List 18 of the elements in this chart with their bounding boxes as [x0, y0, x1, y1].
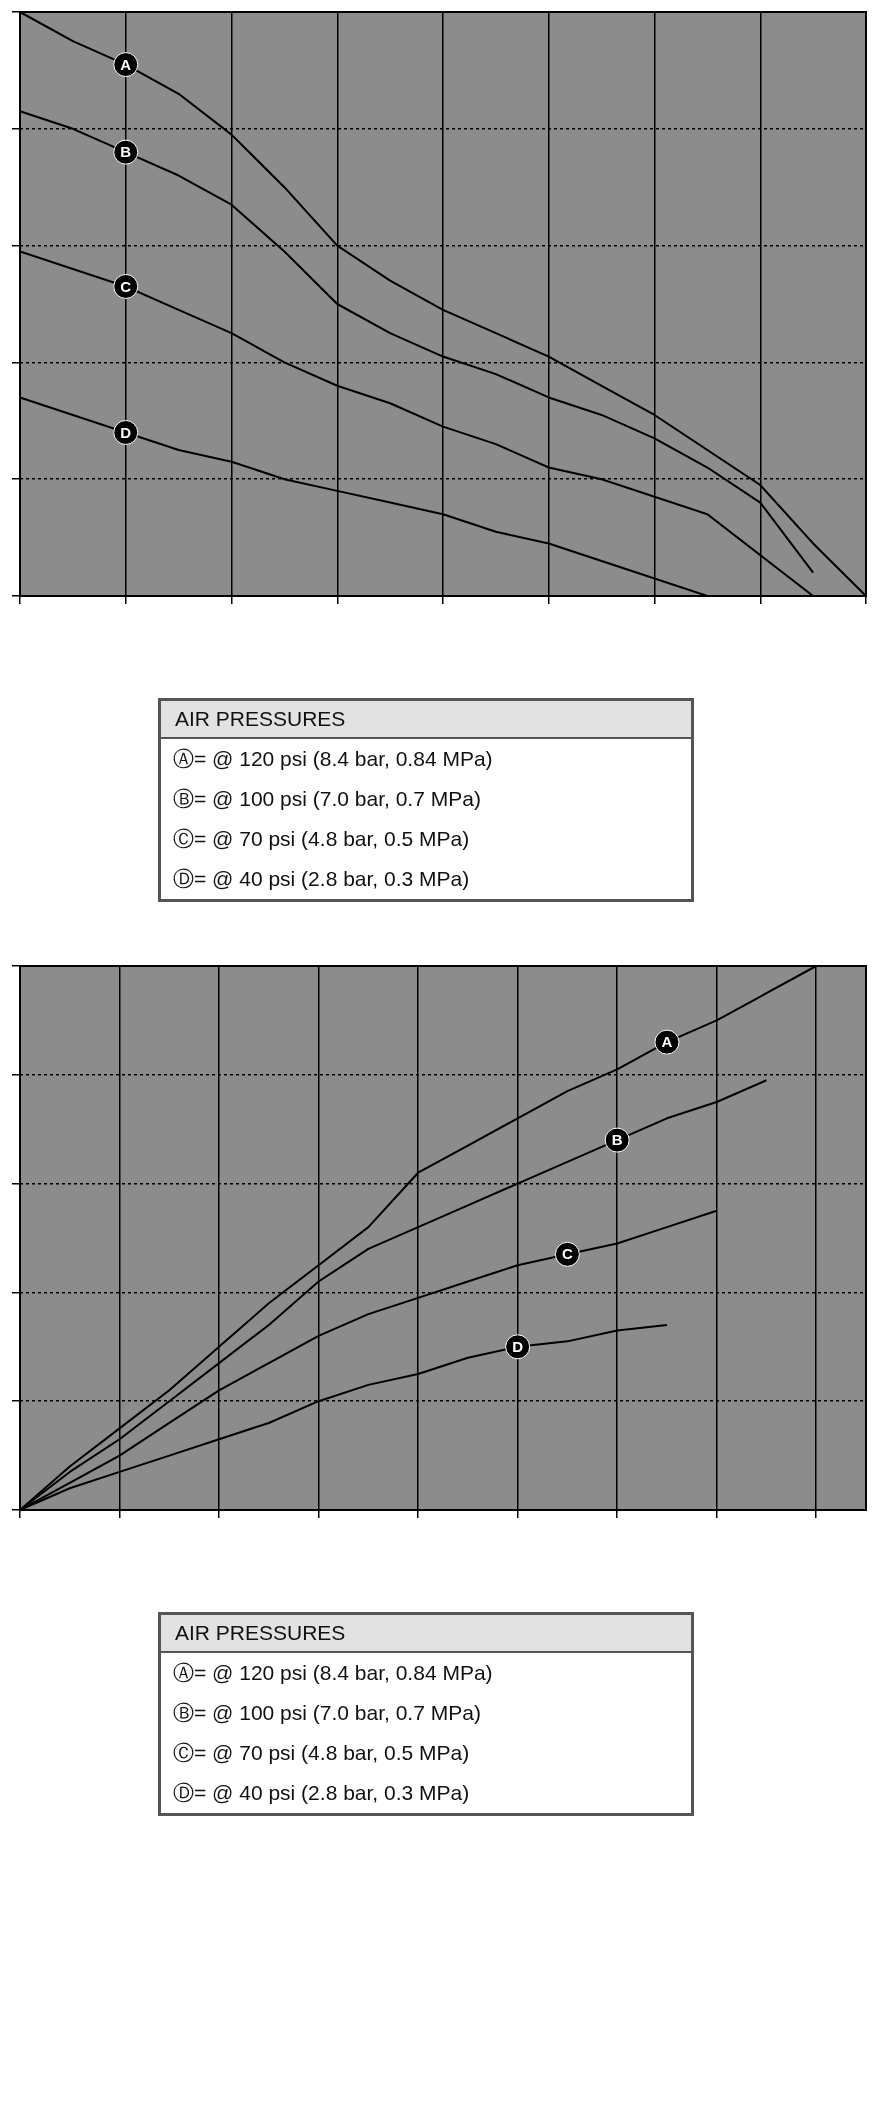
- legend-title: AIR PRESSURES: [161, 701, 691, 739]
- series-label: C: [120, 277, 132, 295]
- series-label: C: [561, 1245, 573, 1263]
- series-label: B: [611, 1131, 623, 1149]
- text: Ⓒ= @ 70 psi (4.8 bar, 0.5 MPa): [172, 1740, 471, 1766]
- text: Ⓓ= @ 40 psi (2.8 bar, 0.3 MPa): [172, 1780, 471, 1806]
- text: Ⓐ= @ 120 psi (8.4 bar, 0.84 MPa): [172, 1660, 494, 1686]
- series-label: D: [512, 1337, 524, 1355]
- text: Ⓓ= @ 40 psi (2.8 bar, 0.3 MPa): [172, 866, 471, 892]
- text: Ⓑ= @ 100 psi (7.0 bar, 0.7 MPa): [172, 1700, 482, 1726]
- text: Ⓑ= @ 100 psi (7.0 bar, 0.7 MPa): [172, 786, 482, 812]
- legend-title: AIR PRESSURES: [161, 1615, 691, 1653]
- series-label: A: [661, 1033, 673, 1051]
- series-label: D: [120, 423, 132, 441]
- series-label: A: [120, 55, 132, 73]
- text: Ⓒ= @ 70 psi (4.8 bar, 0.5 MPa): [172, 826, 471, 852]
- text: Ⓐ= @ 120 psi (8.4 bar, 0.84 MPa): [172, 746, 494, 772]
- series-label: B: [120, 143, 132, 161]
